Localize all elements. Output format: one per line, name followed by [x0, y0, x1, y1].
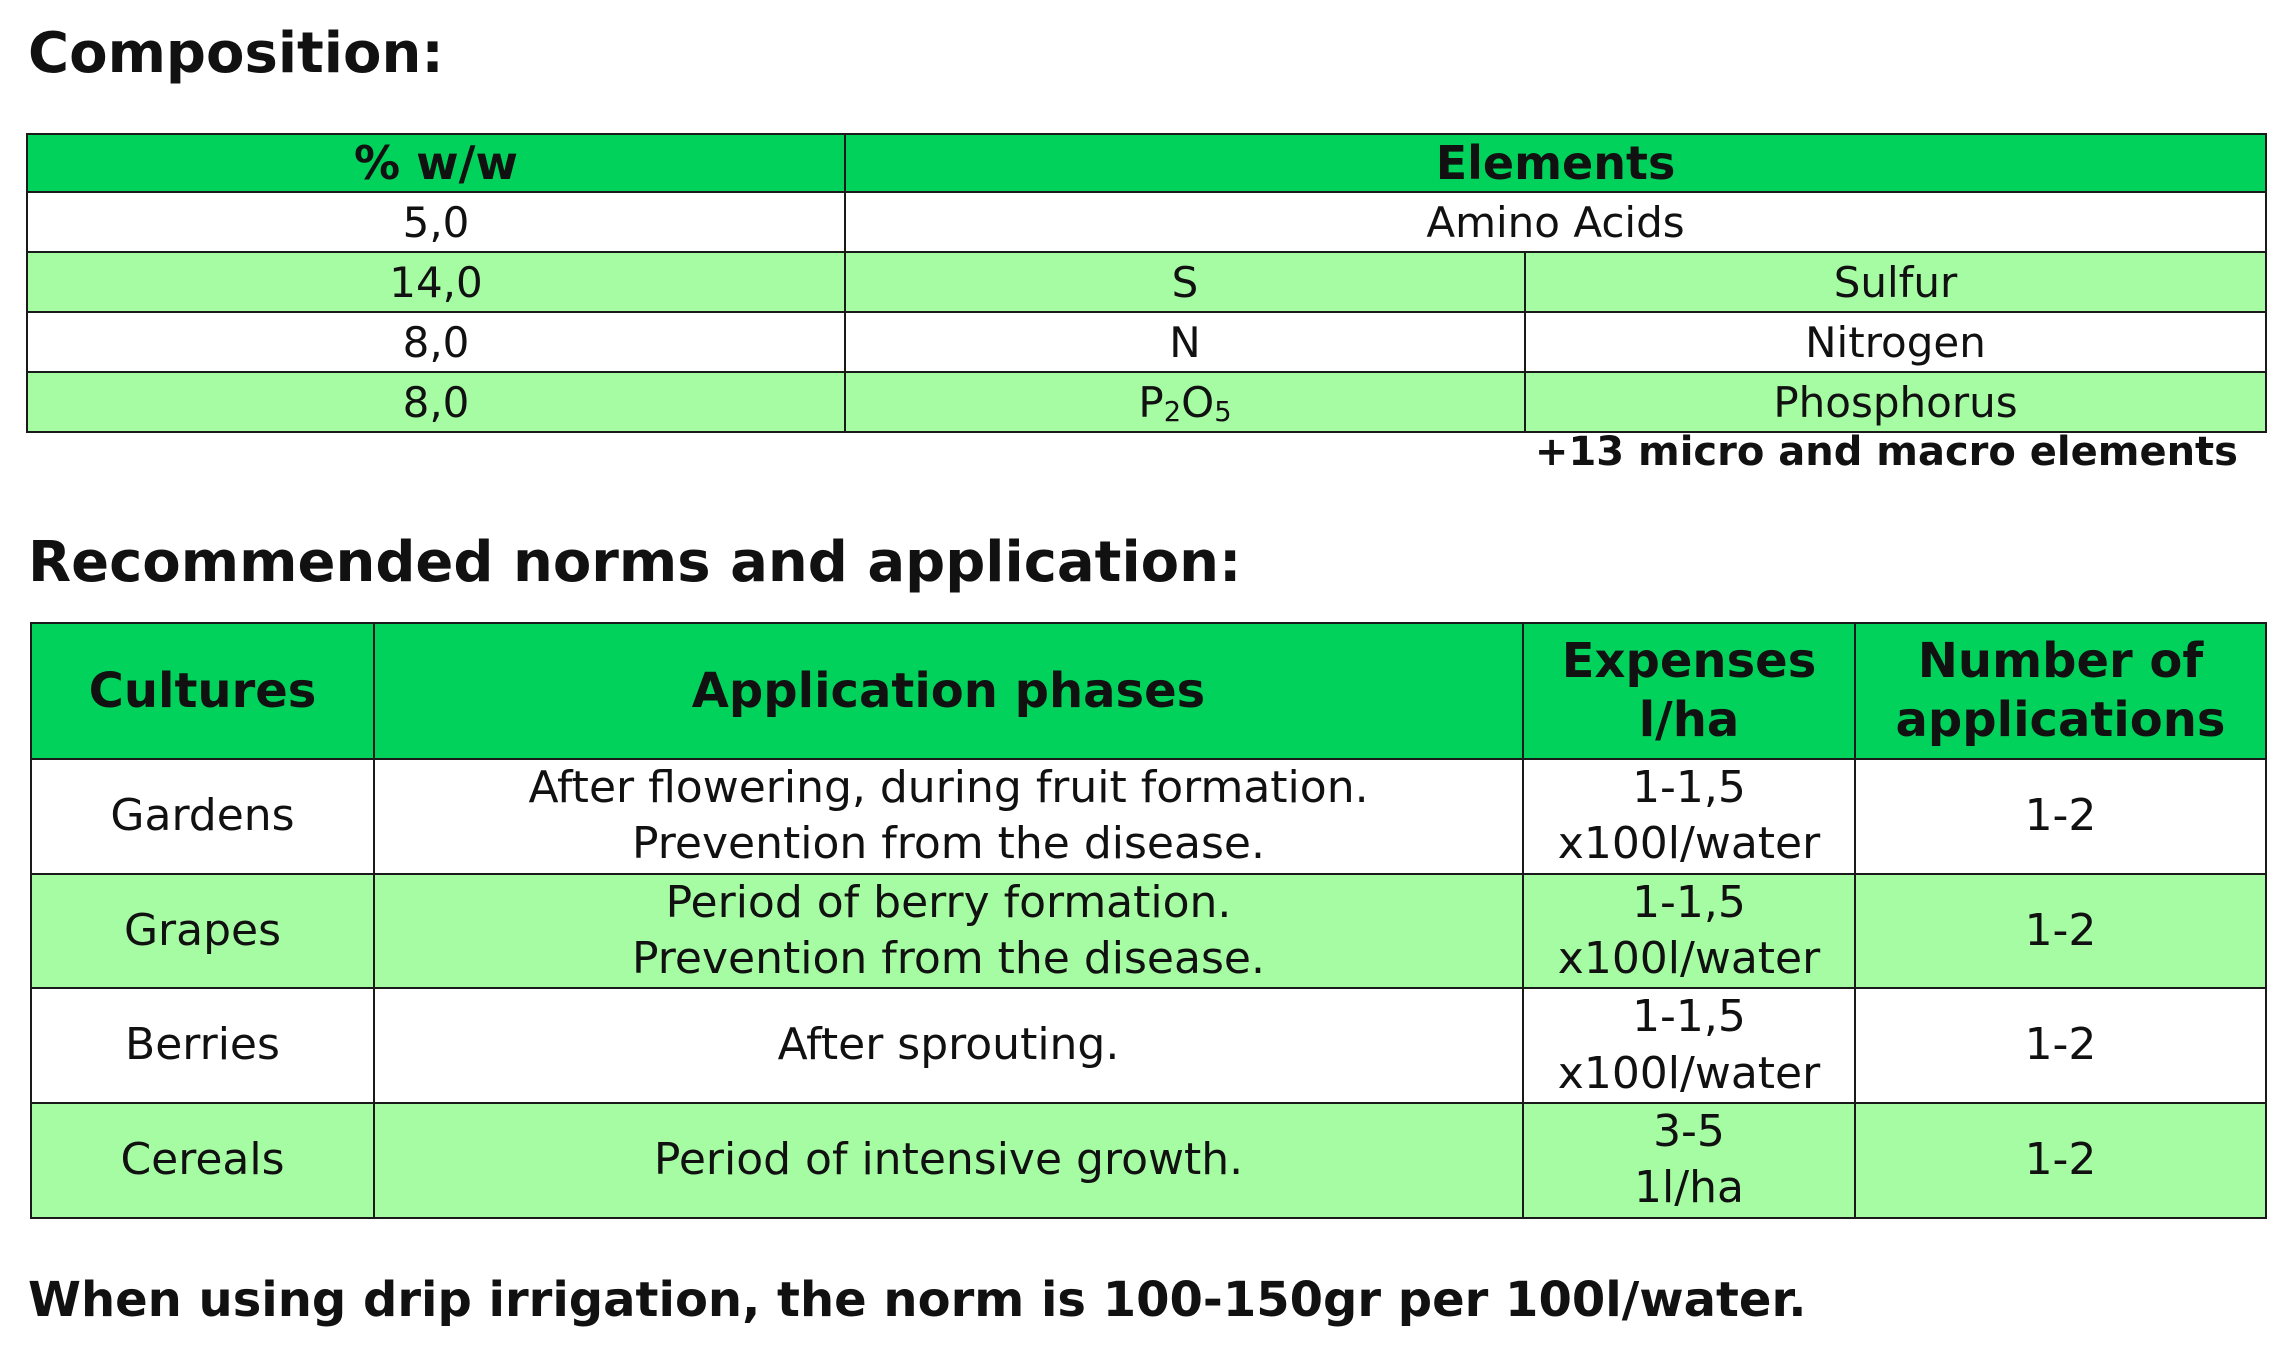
expense-line: 1-1,5 [1632, 876, 1746, 928]
element-name-cell: Amino Acids [843, 191, 2268, 253]
norms-row: Cereals Period of intensive growth. 3-5 … [30, 1101, 2267, 1219]
phase-line: Prevention from the disease. [632, 818, 1265, 870]
micro-macro-note: +13 micro and macro elements [1534, 429, 2238, 475]
expense-cell: 3-5 1l/ha [1522, 1101, 1856, 1219]
composition-table: % w/w Elements 5,0 Amino Acids 14,0 S Su… [26, 133, 2268, 433]
phase-line: After sprouting. [777, 1019, 1120, 1071]
element-name-cell: Nitrogen [1523, 311, 2268, 373]
phases-header: Application phases [373, 622, 1524, 760]
composition-row: 14,0 S Sulfur [26, 251, 2268, 313]
element-name-cell: Phosphorus [1523, 371, 2268, 433]
applications-cell: 1-2 [1854, 758, 2267, 875]
cultures-header: Cultures [30, 622, 375, 760]
culture-cell: Berries [30, 987, 375, 1104]
phase-line: Prevention from the disease. [632, 932, 1265, 984]
applications-cell: 1-2 [1854, 872, 2267, 990]
norms-table: Cultures Application phases Expenses l/h… [30, 622, 2267, 1219]
phase-line: Period of intensive growth. [653, 1134, 1244, 1186]
elements-header: Elements [843, 133, 2268, 193]
symbol-subscript: 5 [1214, 397, 1232, 429]
expense-line: x100l/water [1557, 932, 1821, 984]
percent-cell: 8,0 [26, 311, 846, 373]
percent-cell: 8,0 [26, 371, 846, 433]
expense-line: 1-1,5 [1632, 991, 1746, 1043]
expenses-header-line: l/ha [1638, 692, 1740, 748]
element-symbol-cell: S [844, 251, 1526, 313]
phase-line: After flowering, during fruit formation. [528, 762, 1369, 813]
symbol-subscript: 2 [1163, 397, 1182, 429]
symbol-main: O [1181, 378, 1215, 427]
percent-header: % w/w [26, 133, 846, 193]
composition-row: 8,0 N Nitrogen [26, 311, 2268, 373]
expense-cell: 1-1,5 x100l/water [1522, 987, 1856, 1104]
phase-cell: Period of intensive growth. [373, 1101, 1524, 1219]
applications-header: Number of applications [1854, 622, 2267, 760]
phase-cell: After flowering, during fruit formation.… [373, 758, 1524, 875]
applications-cell: 1-2 [1854, 1101, 2267, 1219]
phase-cell: After sprouting. [373, 987, 1524, 1104]
element-symbol-cell: P2O5 [844, 371, 1526, 433]
expenses-header-line: Expenses [1561, 633, 1817, 690]
element-symbol-cell: N [844, 311, 1526, 373]
composition-title: Composition: [28, 21, 444, 86]
culture-cell: Gardens [30, 758, 375, 875]
norms-title: Recommended norms and application: [28, 530, 1242, 595]
element-name-cell: Sulfur [1523, 251, 2268, 313]
norms-row: Gardens After flowering, during fruit fo… [30, 758, 2267, 875]
expense-line: 1l/ha [1634, 1162, 1744, 1214]
applications-header-line: applications [1895, 692, 2226, 748]
applications-cell: 1-2 [1854, 987, 2267, 1104]
composition-row: 8,0 P2O5 Phosphorus [26, 371, 2268, 433]
norms-row: Grapes Period of berry formation. Preven… [30, 872, 2267, 990]
percent-cell: 14,0 [26, 251, 846, 313]
composition-row: 5,0 Amino Acids [26, 191, 2268, 253]
norms-row: Berries After sprouting. 1-1,5 x100l/wat… [30, 987, 2267, 1104]
expenses-header: Expenses l/ha [1522, 622, 1856, 760]
expense-cell: 1-1,5 x100l/water [1522, 758, 1856, 875]
drip-irrigation-note: When using drip irrigation, the norm is … [28, 1272, 1807, 1328]
phase-cell: Period of berry formation. Prevention fr… [373, 872, 1524, 990]
norms-header-row: Cultures Application phases Expenses l/h… [30, 622, 2267, 760]
symbol-main: P [1138, 378, 1164, 427]
expense-line: 3-5 [1653, 1105, 1725, 1157]
phase-line: Period of berry formation. [665, 876, 1232, 928]
expense-cell: 1-1,5 x100l/water [1522, 872, 1856, 990]
expense-line: x100l/water [1557, 1047, 1821, 1099]
applications-header-line: Number of [1917, 633, 2204, 690]
percent-cell: 5,0 [26, 191, 846, 253]
composition-header-row: % w/w Elements [26, 133, 2268, 193]
culture-cell: Cereals [30, 1101, 375, 1219]
culture-cell: Grapes [30, 872, 375, 990]
expense-line: x100l/water [1557, 818, 1821, 870]
expense-line: 1-1,5 [1632, 762, 1746, 813]
